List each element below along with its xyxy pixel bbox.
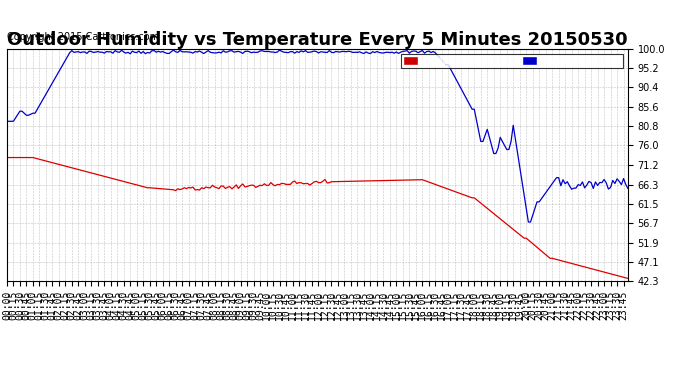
- Legend: Temperature (°F), Humidity  (%): Temperature (°F), Humidity (%): [401, 54, 623, 68]
- Title: Outdoor Humidity vs Temperature Every 5 Minutes 20150530: Outdoor Humidity vs Temperature Every 5 …: [7, 31, 628, 49]
- Text: Copyright 2015 Cartronics.com: Copyright 2015 Cartronics.com: [7, 33, 159, 42]
